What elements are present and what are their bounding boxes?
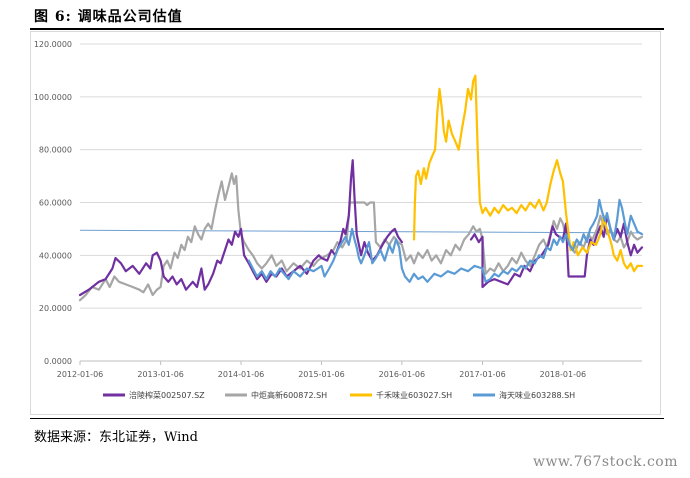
series-line xyxy=(78,172,644,302)
legend-label: 中炬高新600872.SH xyxy=(251,390,327,400)
top-rule xyxy=(30,28,664,30)
chart-legend: 涪陵榨菜002507.SZ 中炬高新600872.SH 千禾味业603027.SH 海… xyxy=(103,390,575,400)
y-tick-label: 100.0000 xyxy=(34,93,72,102)
y-tick-label: 0.0000 xyxy=(44,357,72,366)
reference-line-mark xyxy=(79,229,643,234)
x-tick-label: 2014-01-06 xyxy=(218,370,265,379)
series-lines xyxy=(78,74,644,302)
y-tick-label: 120.0000 xyxy=(34,40,72,49)
x-tick-label: 2016-01-06 xyxy=(379,370,426,379)
x-tick-label: 2013-01-06 xyxy=(137,370,184,379)
data-source-note: 数据来源：东北证券，Wind xyxy=(34,430,198,445)
x-tick-label: 2015-01-06 xyxy=(298,370,345,379)
x-tick-label: 2017-01-06 xyxy=(459,370,506,379)
figure-title: 图 6: 调味品公司估值 xyxy=(34,9,183,25)
watermark: www.767stock.com xyxy=(532,454,678,470)
series-line xyxy=(412,74,644,273)
bottom-rule xyxy=(30,418,664,419)
x-tick-label: 2012-01-06 xyxy=(57,370,104,379)
reference-line xyxy=(79,229,643,234)
legend-label: 千禾味业603027.SH xyxy=(376,390,452,400)
x-axis-ticks: 2012-01-06 2013-01-06 2014-01-06 2015-01-06… xyxy=(57,361,586,379)
legend-label: 海天味业603288.SH xyxy=(499,390,575,400)
y-axis-ticks: 0.0000 20.0000 40.0000 60.0000 80.0000 100.00… xyxy=(34,40,72,366)
series-line xyxy=(247,198,644,283)
series-line xyxy=(78,159,403,297)
legend-label: 涪陵榨菜002507.SZ xyxy=(129,390,205,400)
x-tick-label: 2018-01-06 xyxy=(540,370,587,379)
y-tick-label: 40.0000 xyxy=(39,251,72,260)
y-tick-label: 60.0000 xyxy=(39,199,72,208)
y-tick-label: 80.0000 xyxy=(39,146,72,155)
series-line xyxy=(469,214,644,289)
y-tick-label: 20.0000 xyxy=(39,304,72,313)
chart-frame xyxy=(30,31,661,415)
